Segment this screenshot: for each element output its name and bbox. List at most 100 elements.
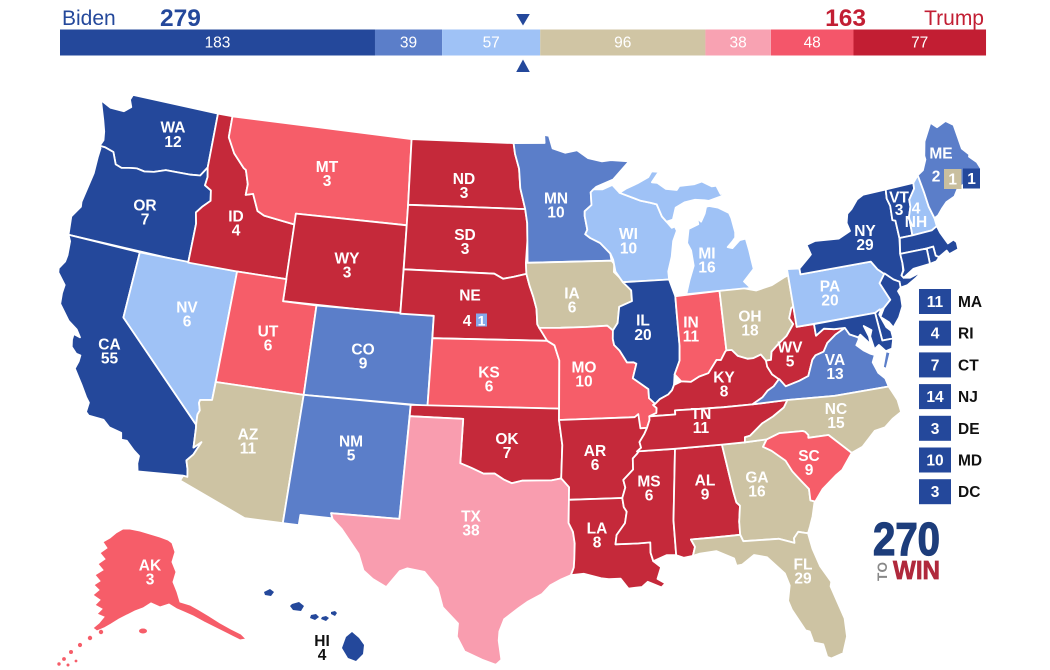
svg-text:AL: AL xyxy=(695,472,716,489)
svg-text:WA: WA xyxy=(161,120,186,137)
svg-text:NH: NH xyxy=(905,214,927,231)
svg-text:KS: KS xyxy=(478,364,500,381)
svg-text:MN: MN xyxy=(544,190,568,207)
svg-text:DE: DE xyxy=(958,421,980,438)
svg-text:CO: CO xyxy=(351,341,374,358)
svg-text:9: 9 xyxy=(805,462,814,479)
svg-text:UT: UT xyxy=(258,323,279,340)
svg-text:7: 7 xyxy=(931,357,940,374)
svg-text:4: 4 xyxy=(931,326,940,343)
svg-text:IA: IA xyxy=(564,285,580,302)
svg-text:MT: MT xyxy=(316,159,339,176)
svg-text:VT: VT xyxy=(889,189,909,206)
svg-text:7: 7 xyxy=(503,445,512,462)
svg-text:RI: RI xyxy=(958,326,974,343)
svg-text:20: 20 xyxy=(634,327,651,344)
svg-text:163: 163 xyxy=(825,5,866,32)
svg-text:29: 29 xyxy=(794,571,812,588)
svg-text:6: 6 xyxy=(485,379,494,396)
svg-text:3: 3 xyxy=(460,185,469,202)
svg-text:57: 57 xyxy=(483,35,500,52)
svg-text:GA: GA xyxy=(745,469,768,486)
svg-text:183: 183 xyxy=(205,35,231,52)
svg-text:MD: MD xyxy=(958,453,982,470)
svg-text:KY: KY xyxy=(713,369,735,386)
svg-text:13: 13 xyxy=(826,366,844,383)
svg-text:9: 9 xyxy=(359,356,368,373)
svg-text:TO: TO xyxy=(875,561,890,581)
svg-text:7: 7 xyxy=(141,212,150,229)
svg-text:Trump: Trump xyxy=(924,7,984,30)
svg-text:AK: AK xyxy=(139,557,162,574)
svg-text:FL: FL xyxy=(794,556,813,573)
svg-text:38: 38 xyxy=(462,523,480,540)
svg-text:279: 279 xyxy=(160,5,201,32)
svg-text:11: 11 xyxy=(240,441,257,458)
svg-text:270: 270 xyxy=(873,513,940,565)
svg-text:IN: IN xyxy=(683,314,699,331)
svg-text:MS: MS xyxy=(637,473,660,490)
svg-text:8: 8 xyxy=(593,535,602,552)
svg-text:4: 4 xyxy=(463,313,472,330)
svg-text:PA: PA xyxy=(820,278,840,295)
svg-text:77: 77 xyxy=(911,35,928,52)
svg-text:NY: NY xyxy=(854,223,876,240)
svg-text:MA: MA xyxy=(958,294,982,311)
svg-text:3: 3 xyxy=(323,173,332,190)
svg-text:DC: DC xyxy=(958,484,980,501)
svg-text:10: 10 xyxy=(926,453,943,470)
svg-text:IL: IL xyxy=(636,313,650,330)
svg-text:CA: CA xyxy=(98,336,120,353)
svg-text:4: 4 xyxy=(318,647,327,664)
svg-text:SD: SD xyxy=(454,227,476,244)
svg-text:4: 4 xyxy=(232,223,241,240)
svg-text:11: 11 xyxy=(683,329,700,346)
svg-text:NE: NE xyxy=(459,287,481,304)
svg-text:TX: TX xyxy=(461,508,481,525)
svg-text:11: 11 xyxy=(693,420,710,437)
svg-text:1: 1 xyxy=(478,312,486,328)
svg-text:10: 10 xyxy=(547,205,564,222)
svg-text:5: 5 xyxy=(347,448,356,465)
svg-text:16: 16 xyxy=(698,260,716,277)
svg-text:20: 20 xyxy=(821,293,838,310)
svg-text:MO: MO xyxy=(572,359,597,376)
svg-text:CT: CT xyxy=(958,357,979,374)
svg-text:NM: NM xyxy=(339,433,363,450)
svg-text:3: 3 xyxy=(931,421,940,438)
svg-text:6: 6 xyxy=(183,314,192,331)
svg-text:8: 8 xyxy=(720,384,729,401)
svg-text:29: 29 xyxy=(856,237,874,254)
svg-text:11: 11 xyxy=(927,294,944,311)
svg-text:15: 15 xyxy=(827,415,845,432)
svg-text:AZ: AZ xyxy=(238,426,259,443)
svg-text:AR: AR xyxy=(584,443,606,460)
svg-text:12: 12 xyxy=(164,134,181,151)
svg-text:6: 6 xyxy=(591,457,600,474)
svg-text:3: 3 xyxy=(343,265,352,282)
svg-text:3: 3 xyxy=(931,484,940,501)
svg-text:4: 4 xyxy=(912,200,921,217)
svg-text:WI: WI xyxy=(619,226,638,243)
svg-text:SC: SC xyxy=(798,448,820,465)
svg-text:ID: ID xyxy=(228,208,244,225)
svg-text:OH: OH xyxy=(738,308,761,325)
svg-text:16: 16 xyxy=(748,484,766,501)
svg-text:WIN: WIN xyxy=(893,555,940,585)
svg-text:18: 18 xyxy=(741,323,759,340)
svg-text:OR: OR xyxy=(133,197,156,214)
svg-text:39: 39 xyxy=(400,35,417,52)
svg-text:3: 3 xyxy=(895,202,904,219)
svg-text:TN: TN xyxy=(691,406,712,423)
svg-text:WV: WV xyxy=(778,339,804,356)
svg-text:OK: OK xyxy=(495,431,519,448)
svg-text:LA: LA xyxy=(587,520,608,537)
svg-text:3: 3 xyxy=(146,572,155,589)
svg-text:10: 10 xyxy=(620,240,637,257)
svg-text:10: 10 xyxy=(575,374,592,391)
svg-text:38: 38 xyxy=(729,35,746,52)
svg-text:ME: ME xyxy=(929,145,952,162)
svg-text:ND: ND xyxy=(453,171,475,188)
svg-text:5: 5 xyxy=(786,354,795,371)
svg-text:HI: HI xyxy=(314,633,330,650)
